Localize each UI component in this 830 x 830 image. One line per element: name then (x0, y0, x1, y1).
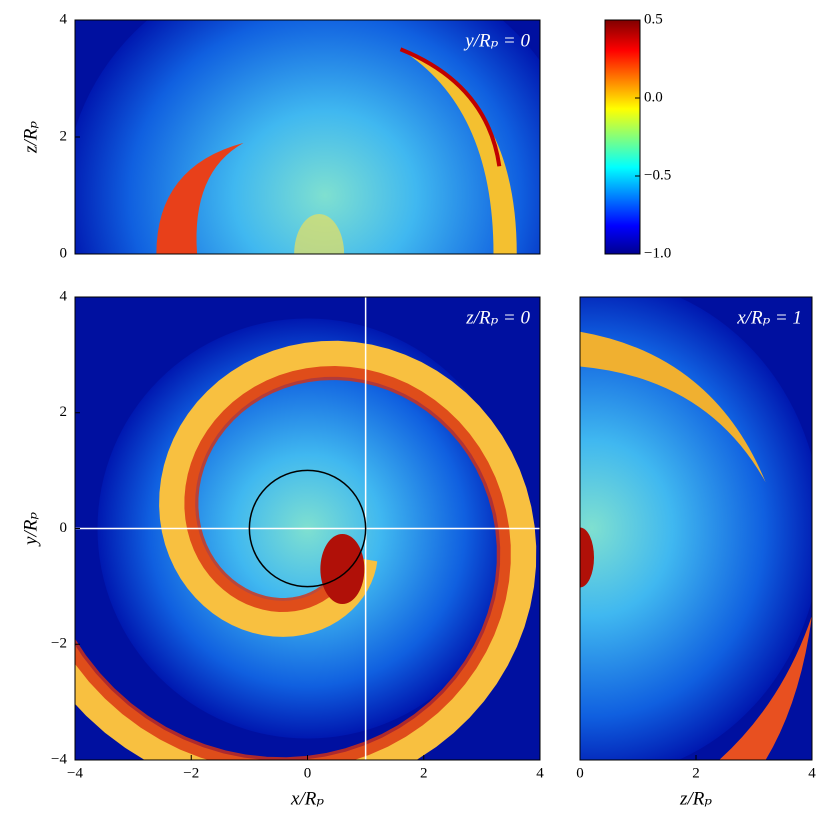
shock-band (400, 49, 517, 254)
spiral-edge (75, 366, 511, 760)
y-tick-label: 4 (60, 288, 68, 304)
heatmap-glow (580, 297, 812, 760)
y-tick-label: 2 (60, 404, 68, 420)
frame (604, 19, 641, 255)
panel-annotation: y/Rₚ = 0 (463, 30, 530, 51)
x-tick-label: 0 (304, 765, 312, 781)
panel-annotation: z/Rₚ = 0 (465, 307, 530, 328)
y-tick-label: −2 (51, 636, 67, 652)
y-axis-label: z/Rₚ (20, 121, 41, 154)
shock-band (580, 331, 766, 483)
colorbar (605, 20, 640, 254)
y-axis-label: y/Rₚ (20, 512, 41, 547)
x-tick-label: 4 (808, 765, 816, 781)
y-tick-label: −4 (51, 751, 67, 767)
planet-core (580, 527, 594, 588)
shock-band (156, 142, 244, 254)
x-axis-label: z/Rₚ (679, 788, 712, 809)
y-tick-label: 0.5 (644, 11, 663, 27)
spiral-band (75, 340, 537, 760)
x-tick-label: −4 (67, 765, 83, 781)
heatmap (75, 20, 540, 254)
shock-edge (399, 47, 502, 167)
x-tick-label: 4 (536, 765, 544, 781)
y-tick-label: −0.5 (644, 167, 671, 183)
x-tick-label: 0 (576, 765, 584, 781)
heatmap (75, 297, 540, 760)
heatmap (580, 297, 812, 760)
heatmap-glow (294, 214, 345, 254)
y-tick-label: 4 (60, 11, 68, 27)
x-tick-label: 2 (692, 765, 700, 781)
y-tick-label: 0.0 (644, 89, 663, 105)
planet-core (320, 534, 365, 605)
y-tick-label: 0 (60, 245, 68, 261)
x-tick-label: −2 (183, 765, 199, 781)
shock-band (719, 615, 812, 760)
planet-outline (248, 469, 367, 588)
panel-annotation: x/Rₚ = 1 (736, 307, 802, 328)
y-tick-label: −1.0 (644, 245, 671, 261)
x-axis-label: x/Rₚ (290, 788, 324, 809)
x-tick-label: 2 (420, 765, 428, 781)
y-tick-label: 0 (60, 520, 68, 536)
y-tick-label: 2 (60, 128, 68, 144)
